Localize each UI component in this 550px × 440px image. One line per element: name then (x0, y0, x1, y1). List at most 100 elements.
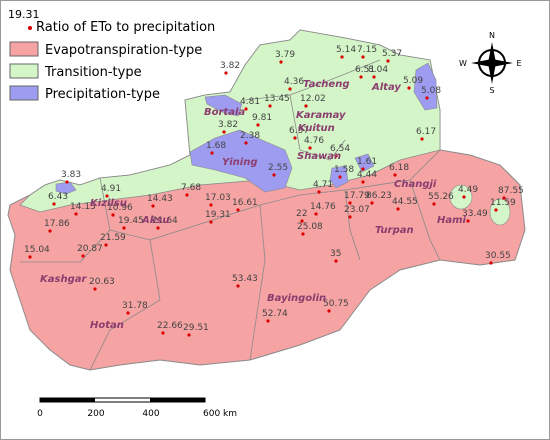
station-value: 5.08 (421, 86, 441, 96)
station-value: 29.51 (183, 323, 209, 333)
station-dot (224, 71, 228, 75)
region-name: Hotan (90, 320, 124, 331)
station-value: 52.74 (262, 309, 288, 319)
scale-label: 0 (37, 409, 43, 419)
station-value: 3.83 (61, 170, 81, 180)
station-dot (81, 254, 85, 258)
region-name: Hami (437, 215, 467, 226)
station-value: 44.55 (392, 197, 418, 207)
station-dot (340, 55, 344, 59)
station-dot (432, 202, 436, 206)
station-value: 4.76 (304, 136, 324, 146)
station-dot (209, 203, 213, 207)
station-dot (348, 201, 352, 205)
legend-swatch (9, 85, 39, 101)
station-dot (308, 146, 312, 150)
station-value: 3.79 (275, 50, 295, 60)
compass-letter: W (459, 59, 467, 68)
station-value: 17.79 (344, 191, 370, 201)
station-value: 19.31 (205, 210, 231, 220)
station-value: 21.64 (152, 216, 178, 226)
station-value: 12.02 (300, 94, 326, 104)
station-value: 33.49 (462, 209, 488, 219)
station-value: 4.44 (357, 170, 377, 180)
compass: N E S W (459, 31, 521, 95)
station-value: 6.43 (48, 192, 68, 202)
station-dot (348, 215, 352, 219)
station-dot (462, 195, 466, 199)
station-dot (244, 141, 248, 145)
boundary (409, 179, 441, 261)
station-dot (268, 104, 272, 108)
station-dot (386, 59, 390, 63)
station-dot (93, 287, 97, 291)
region-name: Bortala (204, 107, 245, 118)
stations: 3.79 5.14 7.15 5.37 6.518.04 4.36 5.095.08 3.82… (24, 45, 524, 337)
station-value: 14.43 (147, 194, 173, 204)
station-value: 1.58 (334, 165, 354, 175)
boundary (89, 229, 161, 371)
station-value: 6.18 (389, 163, 409, 173)
region-name: Aksu (141, 215, 169, 226)
region-names: Tacheng Altay Bortala Karamay Kuitun Shawan Yi… (40, 79, 467, 331)
station-dot (314, 212, 318, 216)
station-value: 4.49 (458, 185, 478, 195)
station-value: 17.03 (205, 193, 231, 203)
station-dot (279, 60, 283, 64)
station-dot (393, 173, 397, 177)
scale-bar: 0 200 400 600 km (37, 397, 237, 419)
station-dot (65, 180, 69, 184)
station-value: 87.55 (498, 186, 524, 196)
station-value: 4.81 (240, 97, 260, 107)
station-value: 5.14 (336, 45, 356, 55)
station-dot (236, 208, 240, 212)
station-dot (334, 259, 338, 263)
station-dot (28, 255, 32, 259)
station-dot (370, 201, 374, 205)
station-dot (105, 194, 109, 198)
scale-label: 200 (87, 409, 104, 419)
boundary (244, 59, 381, 101)
precipitation-zone (413, 62, 438, 111)
station-value: 3.82 (218, 120, 238, 130)
legend-label: Precipitation-type (45, 87, 160, 102)
station-value: 8.04 (368, 65, 388, 75)
station-value: 6.57 (289, 126, 309, 136)
legend-dot (28, 26, 32, 30)
station-value: 3.82 (220, 61, 240, 71)
station-value: 6.51 (355, 65, 375, 75)
station-dot (222, 130, 226, 134)
station-dot (161, 331, 165, 335)
station-dot (288, 87, 292, 91)
legend: 19.31 Ratio of ETo to precipitation Evap… (8, 8, 215, 102)
station-value: 22.66 (157, 321, 183, 331)
transition-zone (19, 29, 441, 213)
station-value: 50.75 (323, 299, 349, 309)
station-value: 2.38 (240, 131, 260, 141)
station-dot (317, 190, 321, 194)
legend-label: Evapotranspiration-type (45, 43, 202, 58)
station-dot (111, 213, 115, 217)
boundary (289, 94, 346, 161)
station-value: 13.45 (264, 94, 290, 104)
station-value: 21.59 (100, 233, 126, 243)
map-shapes (7, 29, 526, 371)
boundary (149, 189, 361, 261)
station-dot (338, 175, 342, 179)
station-dot (185, 193, 189, 197)
region-name: Bayingolin (267, 293, 326, 304)
station-value: 19.45 (118, 216, 144, 226)
region-name: Shawan (297, 151, 341, 162)
boundary (249, 204, 266, 361)
station-dot (361, 180, 365, 184)
station-value: 16.61 (232, 198, 258, 208)
scale-label: 400 (142, 409, 159, 419)
station-dot (156, 226, 160, 230)
boundary (20, 177, 111, 263)
station-value: 6.17 (416, 127, 436, 137)
station-value: 17.86 (44, 219, 70, 229)
station-dot (151, 204, 155, 208)
station-value: 2.55 (268, 163, 288, 173)
station-dot (396, 207, 400, 211)
